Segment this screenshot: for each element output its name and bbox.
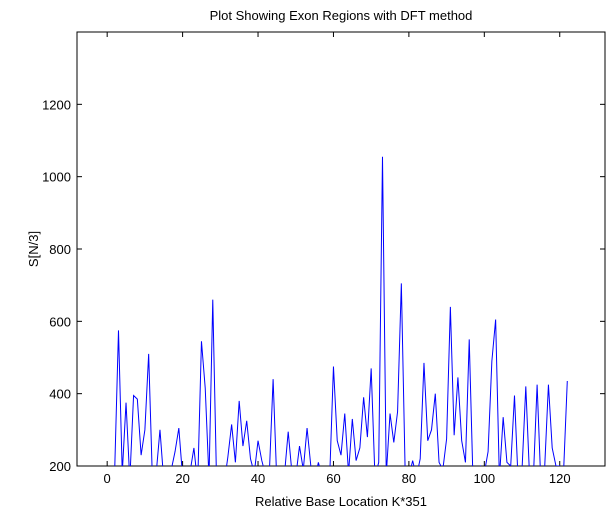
x-tick-label: 20 [175, 471, 189, 486]
y-tick-label: 1000 [42, 170, 71, 185]
x-tick-label: 100 [473, 471, 495, 486]
x-tick-label: 0 [104, 471, 111, 486]
x-tick-label: 40 [251, 471, 265, 486]
y-tick-label: 200 [49, 459, 71, 474]
chart-title: Plot Showing Exon Regions with DFT metho… [210, 8, 473, 23]
y-tick-label: 400 [49, 387, 71, 402]
x-tick-label: 60 [326, 471, 340, 486]
axis-ticks: 0 20 40 60 80 100 120 200 400 600 800 1000 1200 [42, 32, 605, 486]
y-tick-label: 800 [49, 242, 71, 257]
y-axis-title: S[N/3] [26, 231, 41, 267]
plot-frame [76, 31, 606, 467]
y-tick-label: 1200 [42, 97, 71, 112]
series-line [114, 156, 568, 466]
x-tick-label: 80 [402, 471, 416, 486]
x-axis-title: Relative Base Location K*351 [255, 494, 427, 509]
x-tick-label: 120 [549, 471, 571, 486]
y-tick-label: 600 [49, 314, 71, 329]
